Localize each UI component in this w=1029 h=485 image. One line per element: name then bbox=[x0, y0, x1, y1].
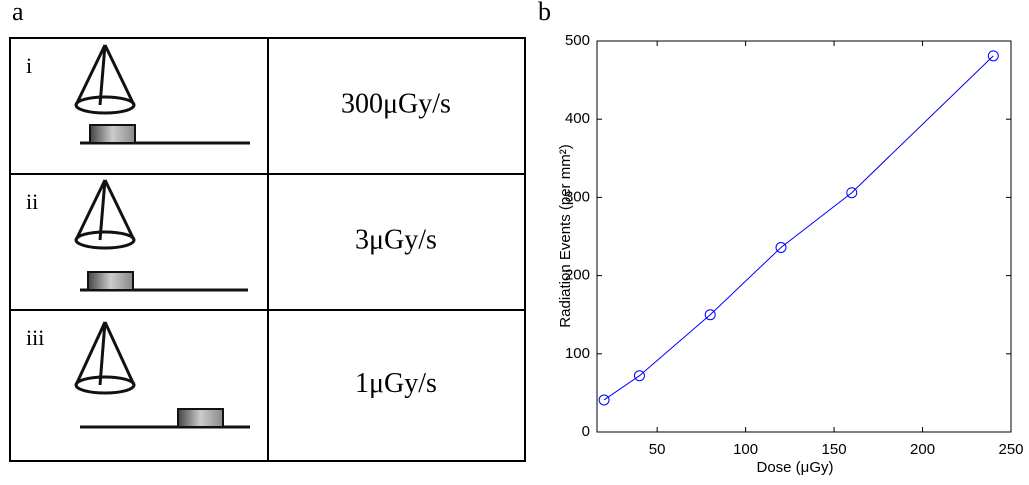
y-tick-label: 0 bbox=[582, 423, 590, 440]
x-tick-label: 200 bbox=[910, 441, 935, 458]
y-tick-label: 500 bbox=[565, 32, 590, 49]
y-tick-label: 300 bbox=[565, 188, 590, 205]
table bbox=[9, 37, 526, 462]
x-tick-label: 100 bbox=[733, 441, 758, 458]
data-point bbox=[987, 50, 999, 62]
rate-label: 3μGy/s bbox=[355, 224, 437, 255]
data-point bbox=[704, 309, 716, 321]
data-point bbox=[633, 370, 645, 382]
x-tick-label: 50 bbox=[649, 441, 666, 458]
icon bbox=[74, 44, 250, 429]
data-point bbox=[598, 394, 610, 406]
data-point bbox=[846, 187, 858, 199]
rate-label: 1μGy/s bbox=[355, 368, 437, 399]
x-tick-label: 250 bbox=[998, 441, 1023, 458]
y-tick-label: 200 bbox=[565, 267, 590, 284]
y-axis-label: Radiation Events (per mm²) bbox=[557, 144, 574, 327]
y-tick-label: 400 bbox=[565, 110, 590, 127]
plot-frame bbox=[596, 40, 1012, 433]
panel-label: b bbox=[538, 0, 551, 26]
y-tick-label: 100 bbox=[565, 345, 590, 362]
row-label: iii bbox=[26, 325, 44, 350]
x-axis-label: Dose (μGy) bbox=[757, 459, 834, 476]
data-line bbox=[603, 55, 994, 401]
row-label: ii bbox=[26, 189, 38, 214]
rate-label: 300μGy/s bbox=[341, 88, 451, 119]
panel-label: a bbox=[12, 0, 24, 26]
row-label: i bbox=[26, 53, 32, 78]
data-point bbox=[775, 241, 787, 253]
x-tick-label: 150 bbox=[822, 441, 847, 458]
